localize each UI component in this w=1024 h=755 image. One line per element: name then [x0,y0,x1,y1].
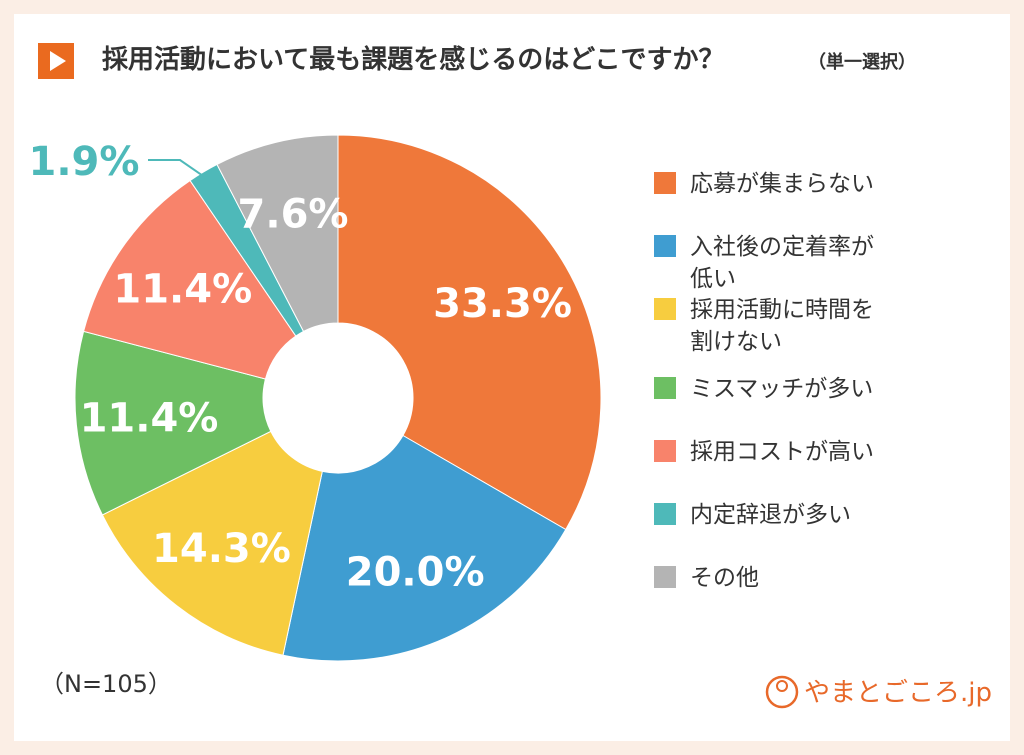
chart-subtitle: （単一選択） [808,51,916,73]
value-label: 7.6% [238,191,349,237]
legend-swatch [654,440,676,462]
value-label: 20.0% [346,550,485,596]
leader-line [148,159,208,180]
legend-label-line: 採用活動に時間を [690,297,874,323]
chart-title: 採用活動において最も課題を感じるのはどこですか？ [102,44,724,75]
legend-swatch [654,172,676,194]
logo-icon-inner [776,680,788,692]
sample-note: （N=105） [40,670,172,698]
legend-label: 内定辞退が多い [690,502,851,528]
value-label: 1.9% [29,139,140,185]
logo-text: やまとごころ.jp [804,678,992,708]
legend-swatch [654,503,676,525]
legend-swatch [654,298,676,320]
legend-label: 入社後の定着率が低い [690,234,874,292]
slice [282,434,567,662]
value-label: 33.3% [433,281,572,327]
value-label: 11.4% [113,266,252,312]
legend-swatch [654,235,676,257]
logo-icon [765,675,799,709]
title-icon-arrow [50,51,66,71]
slice [74,330,272,516]
legend-label: 応募が集まらない [690,171,874,197]
slice [216,134,339,333]
legend-label-line: 低い [690,266,736,292]
legend-label-line: 入社後の定着率が [690,234,874,260]
legend-label: その他 [690,565,759,591]
legend-label-line: 割けない [690,329,782,355]
legend-swatch [654,377,676,399]
slice [337,134,602,531]
value-label: 11.4% [80,395,219,441]
legend-swatch [654,566,676,588]
value-label: 14.3% [152,526,291,572]
logo: やまとごころ.jp [765,675,992,709]
slice [101,430,323,656]
slice [82,179,297,380]
legend-label: 採用活動に時間を割けない [690,297,874,355]
legend-label: ミスマッチが多い [690,376,873,402]
legend-label: 採用コストが高い [690,439,874,465]
